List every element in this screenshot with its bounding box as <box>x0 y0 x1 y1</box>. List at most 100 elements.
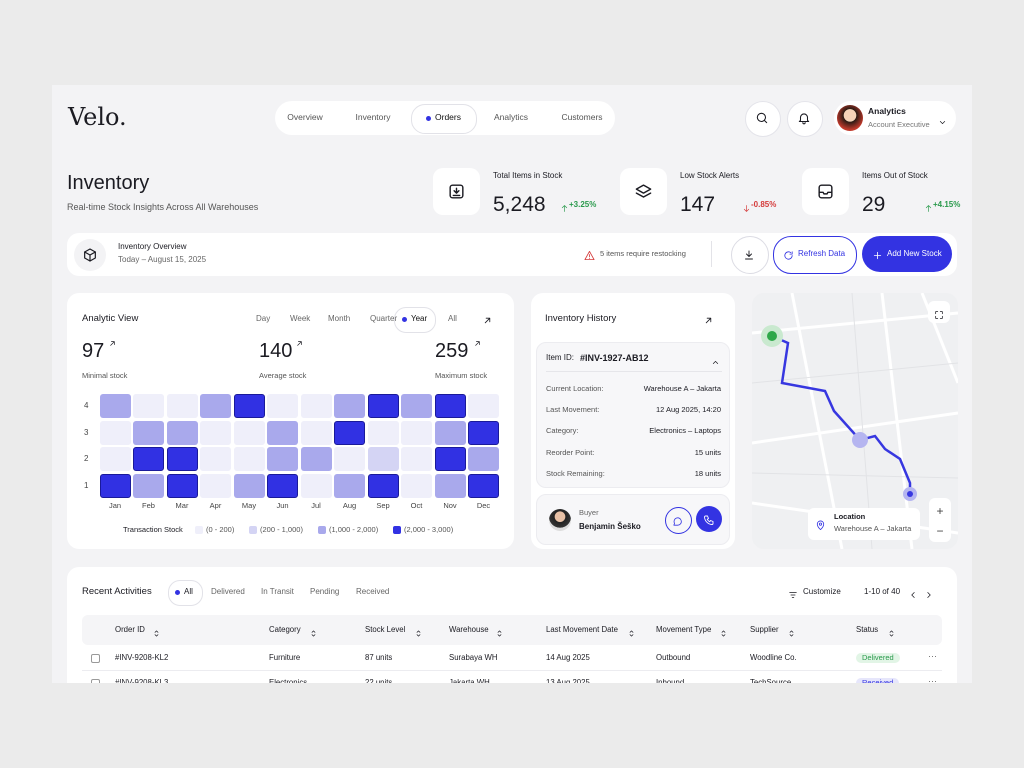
period-active-pill[interactable] <box>394 307 436 333</box>
notification-button[interactable] <box>787 101 823 137</box>
fullscreen-button[interactable] <box>928 301 950 323</box>
stat-label: Items Out of Stock <box>862 171 928 181</box>
page-title: Inventory <box>67 172 150 194</box>
add-button[interactable] <box>862 236 952 272</box>
icon-part <box>818 191 833 195</box>
collapse-icon <box>711 354 720 364</box>
item-box: Item ID: #INV-1927-AB12 Current Location: W… <box>536 342 730 488</box>
sort-icon <box>309 625 318 637</box>
period-tab: Year <box>411 314 428 324</box>
metric-value: 97 <box>82 340 105 362</box>
stat-change: +4.15% <box>933 200 961 210</box>
refresh-icon <box>783 248 794 260</box>
zoom-in: + <box>936 503 944 518</box>
heatmap-cell <box>133 473 164 498</box>
history-title: Inventory History <box>545 313 617 325</box>
heatmap-cell <box>133 447 164 471</box>
heatmap-cell <box>434 420 466 445</box>
heatmap-cell <box>166 420 198 445</box>
prev-icon <box>908 587 918 598</box>
download-button[interactable] <box>731 236 769 274</box>
nav-active-pill[interactable] <box>411 104 477 134</box>
period-tab: Month <box>328 314 351 324</box>
stat-value: 147 <box>680 193 716 217</box>
field-label: Stock Remaining: <box>546 468 605 478</box>
icon-part <box>784 251 793 260</box>
icon-part <box>763 119 768 124</box>
stat-icon <box>447 182 466 201</box>
heatmap-cell <box>233 447 265 471</box>
icon-part <box>798 113 810 123</box>
row-label: 4 <box>84 401 89 411</box>
heatmap-cell <box>468 394 499 418</box>
month-label: Oct <box>410 500 423 510</box>
filter-active-pill[interactable] <box>168 580 203 606</box>
icon-part <box>767 331 777 341</box>
sort-icon <box>887 625 896 637</box>
sort-icon <box>495 625 504 637</box>
activities-title: Recent Activities <box>82 586 152 598</box>
icon-part <box>712 361 719 364</box>
icon-part <box>939 121 946 124</box>
location-card: Location Warehouse A – Jakarta <box>808 508 920 540</box>
table-header <box>82 615 942 645</box>
heatmap-cell <box>401 473 432 498</box>
heatmap-cell <box>401 447 432 471</box>
icon-part <box>752 311 958 335</box>
icon-part <box>907 491 913 497</box>
icon-part <box>798 113 810 125</box>
icon-part <box>911 592 915 598</box>
heatmap-cell <box>300 473 332 498</box>
period-tab: All <box>448 314 457 324</box>
icon-part <box>790 293 844 549</box>
metric-label: Maximum stock <box>435 370 488 380</box>
icon-part <box>784 251 793 260</box>
stat-value: 29 <box>862 193 886 217</box>
stat-icon-box <box>802 168 849 215</box>
icon-part <box>745 250 753 260</box>
field-value: Electronics – Laptops <box>649 426 721 436</box>
column-header: Warehouse <box>449 624 489 634</box>
call-icon <box>703 513 715 525</box>
icon-part <box>816 520 825 531</box>
heatmap-cell <box>300 420 332 445</box>
sort-icon <box>787 625 796 637</box>
icon-part <box>752 293 958 549</box>
chat-button[interactable] <box>665 507 692 534</box>
buyer-box: Buyer Benjamin Šeško <box>536 494 730 545</box>
heatmap-cell <box>200 447 231 471</box>
icon-part <box>484 317 491 324</box>
buyer-role: Buyer <box>579 507 599 517</box>
metric-label: Average stock <box>259 370 307 380</box>
zoom-control[interactable] <box>929 498 951 542</box>
status-badge: Received <box>856 677 900 683</box>
heatmap-cell <box>166 473 198 498</box>
filter-tab: Pending <box>310 587 340 597</box>
sort-icon <box>719 625 728 637</box>
heatmap-cell <box>267 394 298 418</box>
pagination: 1-10 of 40 <box>864 587 901 597</box>
icon-part <box>889 630 894 637</box>
sort-icon <box>414 625 423 637</box>
icon-part <box>752 472 958 479</box>
call-button[interactable] <box>696 506 722 532</box>
row-checkbox[interactable] <box>91 679 100 683</box>
icon-part <box>635 184 652 194</box>
page-subtitle: Real-time Stock Insights Across All Ware… <box>67 201 259 212</box>
icon-part <box>449 184 464 199</box>
stat-label: Low Stock Alerts <box>680 171 740 181</box>
period-tab: Week <box>290 314 311 324</box>
add-label: Add New Stock <box>887 249 942 259</box>
icon-part <box>752 362 958 384</box>
row-checkbox[interactable] <box>91 654 100 663</box>
table-cell: 87 units <box>365 652 393 662</box>
search-button[interactable] <box>745 101 781 137</box>
stat-label: Total Items in Stock <box>493 171 563 181</box>
customize-icon <box>788 587 798 598</box>
history-card: Inventory History Item ID: #INV-1927-AB12 C… <box>531 293 735 549</box>
table-cell: Woodline Co. <box>750 652 797 662</box>
icon-part <box>818 184 833 199</box>
map-graphic <box>752 293 958 549</box>
item-id: #INV-1927-AB12 <box>580 352 649 363</box>
refresh-button[interactable] <box>773 236 857 274</box>
